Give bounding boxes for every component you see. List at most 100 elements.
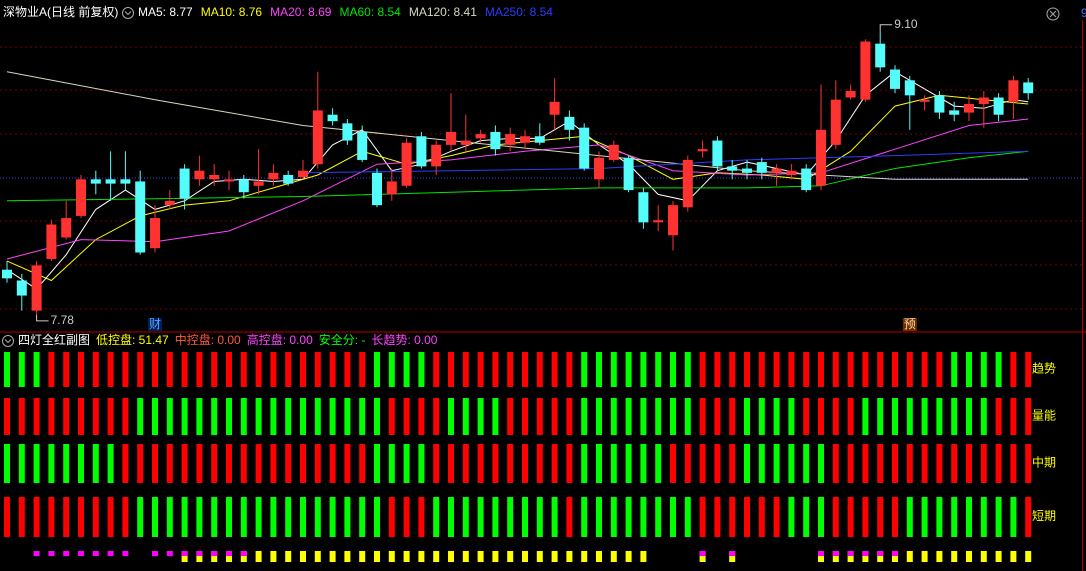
signal-bar [773, 497, 780, 537]
signal-bar [847, 497, 854, 537]
signal-bar [892, 497, 898, 537]
signal-bar [152, 352, 158, 387]
signal-bar [507, 497, 514, 537]
candle-body [416, 136, 427, 167]
signal-bar [640, 352, 647, 387]
candle-body [327, 114, 338, 122]
signal-bar [699, 497, 706, 537]
signal-bar [359, 444, 366, 483]
row-label: 短期 [1032, 509, 1056, 523]
signal-bar [788, 352, 795, 387]
signal-bar [418, 444, 425, 483]
signal-bar [63, 352, 70, 387]
signal-dot [1025, 551, 1032, 562]
signal-dot [980, 551, 987, 562]
signal-bar [18, 352, 25, 387]
signal-bar [137, 398, 144, 435]
signal-dot [892, 551, 898, 556]
signal-bar [862, 444, 869, 483]
signal-bar [403, 444, 410, 483]
candle-body [460, 140, 471, 145]
signal-bar [625, 497, 632, 537]
signal-bar [803, 398, 810, 435]
signal-dot [936, 551, 943, 562]
signal-dot [240, 551, 247, 556]
candle-body [105, 179, 116, 184]
signal-bar [980, 398, 987, 435]
legend-entry: MA250: 8.54 [485, 5, 553, 19]
signal-bar [507, 352, 514, 387]
signal-bar [477, 398, 484, 435]
signal-bar [847, 352, 854, 387]
candle-body [934, 95, 945, 113]
signal-bar [152, 444, 158, 483]
signal-bar [655, 398, 662, 435]
signal-bar [359, 398, 366, 435]
signal-bar [122, 497, 129, 537]
signal-bar [314, 497, 321, 537]
signal-bar [951, 398, 958, 435]
annotation-label: 7.78 [51, 313, 75, 327]
signal-bar [729, 352, 736, 387]
signal-bar [270, 497, 277, 537]
signal-bar [166, 444, 173, 483]
signal-bar [270, 444, 277, 483]
signal-bar [670, 497, 676, 537]
signal-bar [63, 444, 70, 483]
candle-body [638, 192, 649, 223]
signal-dot [359, 551, 366, 562]
candle-body [150, 218, 160, 249]
candle-body [475, 134, 486, 139]
signal-bar [566, 497, 573, 537]
signal-bar [4, 444, 10, 483]
candle-body [978, 97, 989, 104]
signal-bar [137, 444, 144, 483]
indicator: 安全分: - [319, 332, 366, 347]
signal-bar [625, 352, 632, 387]
signal-bar [403, 497, 410, 537]
candle-body [875, 43, 886, 68]
signal-bar [433, 398, 440, 435]
signal-bar [255, 444, 262, 483]
signal-bar [892, 352, 898, 387]
signal-dot [344, 551, 351, 562]
close-circle[interactable] [1046, 7, 1060, 21]
signal-dot [729, 551, 736, 562]
signal-bar [388, 444, 395, 483]
signal-dot [847, 551, 854, 562]
candle-body [401, 142, 412, 186]
close-icon[interactable] [1046, 7, 1060, 21]
signal-dot [995, 551, 1002, 562]
signal-bar [1025, 497, 1032, 537]
indicator: 高控盘: 0.00 [247, 332, 313, 347]
candle-body [31, 265, 42, 311]
dropdown-icon[interactable] [122, 7, 134, 19]
signal-bar [122, 444, 129, 483]
signal-bar [892, 398, 898, 435]
signal-bar [359, 352, 366, 387]
signal-bar [966, 444, 972, 483]
sub-menu-icon[interactable] [2, 335, 14, 347]
signal-bar [670, 398, 676, 435]
signal-dot [255, 551, 262, 562]
signal-bar [1010, 398, 1017, 435]
signal-bar [48, 398, 55, 435]
signal-bar [536, 497, 543, 537]
dropdown-icon[interactable] [2, 335, 14, 347]
signal-bar [314, 444, 321, 483]
signal-bar [78, 497, 84, 537]
event-badge [902, 318, 917, 331]
signal-bar [226, 352, 232, 387]
signal-bar [255, 398, 262, 435]
ma-line [302, 150, 1029, 174]
candle-body [904, 80, 915, 96]
signal-bar [566, 352, 573, 387]
signal-bar [832, 352, 839, 387]
candle-body [61, 218, 72, 238]
signal-bar [980, 497, 987, 537]
signal-bar [181, 497, 188, 537]
menu-icon[interactable] [122, 7, 134, 19]
signal-bar [418, 497, 425, 537]
signal-bar [33, 497, 40, 537]
candle-body [224, 179, 234, 182]
